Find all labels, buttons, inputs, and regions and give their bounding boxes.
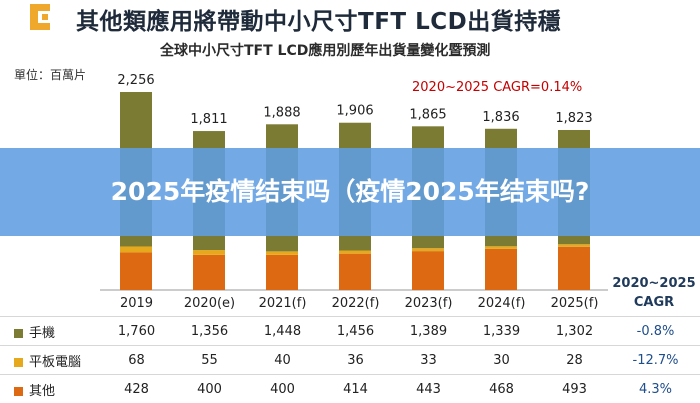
table-cell: 1,456 [319, 317, 392, 346]
table-cell: 1,302 [538, 317, 611, 346]
table-cell: 36 [319, 346, 392, 375]
table-cell: 428 [100, 375, 173, 403]
table-cell: 33 [392, 346, 465, 375]
table-header-row: 2019 2020(e) 2021(f) 2022(f) 2023(f) 202… [0, 290, 700, 317]
table-cell: 443 [392, 375, 465, 403]
legend-swatch-phone [14, 329, 23, 338]
table-row-phone: 手機 1,760 1,356 1,448 1,456 1,389 1,339 1… [0, 317, 700, 346]
series-label: 其他 [0, 375, 100, 403]
series-label: 平板電腦 [0, 346, 100, 375]
cagr-cell: -0.8% [611, 317, 700, 346]
bar-tablet-0 [120, 246, 152, 252]
bar-other-3 [339, 254, 371, 290]
bar-other-4 [412, 251, 444, 290]
table-cell: 400 [173, 375, 246, 403]
year-header: 2020(e) [173, 290, 246, 317]
year-header: 2025(f) [538, 290, 611, 317]
overlay-banner: 2025年疫情结束吗（疫情2025年结束吗? [0, 148, 700, 236]
cagr-cell: 4.3% [611, 375, 700, 403]
year-header: 2019 [100, 290, 173, 317]
data-table: 2019 2020(e) 2021(f) 2022(f) 2023(f) 202… [0, 290, 700, 403]
table-cell: 1,389 [392, 317, 465, 346]
table-cell: 1,760 [100, 317, 173, 346]
year-header: 2023(f) [392, 290, 465, 317]
bar-tablet-4 [412, 248, 444, 251]
table-cell: 40 [246, 346, 319, 375]
legend-swatch-tablet [14, 358, 23, 367]
legend-swatch-other [14, 387, 23, 396]
bar-other-1 [193, 255, 225, 290]
bar-tablet-6 [558, 244, 590, 246]
bar-other-5 [485, 249, 517, 290]
table-cell: 414 [319, 375, 392, 403]
table-cell: 30 [465, 346, 538, 375]
total-label-3: 1,906 [336, 104, 373, 119]
table-cell: 1,339 [465, 317, 538, 346]
year-header: 2021(f) [246, 290, 319, 317]
table-row-other: 其他 428 400 400 414 443 468 493 4.3% [0, 375, 700, 403]
table-cell: 1,356 [173, 317, 246, 346]
total-label-4: 1,865 [409, 107, 446, 122]
bar-tablet-5 [485, 246, 517, 249]
bar-tablet-3 [339, 251, 371, 254]
table-cell: 400 [246, 375, 319, 403]
bar-tablet-2 [266, 251, 298, 255]
table-cell: 468 [465, 375, 538, 403]
table-cell: 68 [100, 346, 173, 375]
table-cell: 493 [538, 375, 611, 403]
series-label: 手機 [0, 317, 100, 346]
banner-text: 2025年疫情结束吗（疫情2025年结束吗? [50, 174, 650, 210]
bar-tablet-1 [193, 250, 225, 255]
bar-other-6 [558, 247, 590, 290]
table-row-tablet: 平板電腦 68 55 40 36 33 30 28 -12.7% [0, 346, 700, 375]
total-label-5: 1,836 [482, 110, 519, 125]
total-label-2: 1,888 [263, 105, 300, 120]
table-cell: 28 [538, 346, 611, 375]
bar-other-2 [266, 255, 298, 290]
bar-other-0 [120, 252, 152, 290]
total-label-6: 1,823 [555, 111, 592, 126]
year-header: 2022(f) [319, 290, 392, 317]
table-cell: 55 [173, 346, 246, 375]
total-label-0: 2,256 [117, 73, 154, 88]
cagr-cell: -12.7% [611, 346, 700, 375]
total-label-1: 1,811 [190, 112, 227, 127]
year-header: 2024(f) [465, 290, 538, 317]
table-cell: 1,448 [246, 317, 319, 346]
